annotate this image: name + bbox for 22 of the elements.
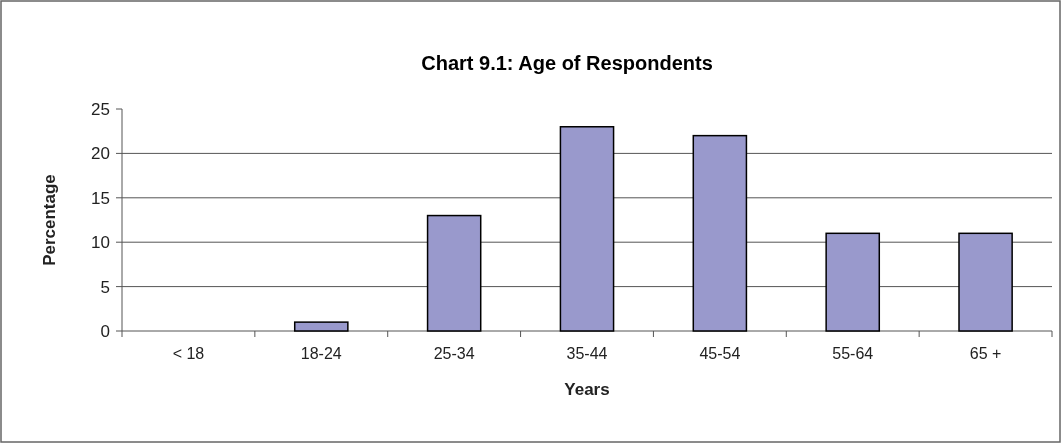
y-tick-label: 0 [100, 321, 110, 341]
bar [426, 214, 482, 332]
y-axis-title: Percentage [40, 174, 59, 266]
chart-title: Chart 9.1: Age of Respondents [421, 52, 713, 74]
bar [692, 134, 748, 332]
x-tick-label: 35-44 [566, 345, 608, 362]
y-tick-label: 10 [91, 233, 110, 253]
x-axis-title: Years [564, 380, 610, 399]
bar [559, 126, 615, 332]
x-tick-label: < 18 [172, 345, 205, 362]
y-tick-label: 15 [91, 188, 110, 208]
x-tick-label: 18-24 [300, 345, 342, 362]
x-tick-label: 55-64 [832, 345, 874, 362]
y-tick-label: 20 [91, 144, 110, 164]
x-tick-label: 65 + [969, 345, 1002, 362]
x-tick-label: 25-34 [433, 345, 475, 362]
y-tick-label: 25 [91, 99, 110, 119]
bar [958, 232, 1013, 332]
x-tick-label: 45-54 [699, 345, 741, 362]
bar [293, 321, 349, 332]
y-tick-label: 5 [100, 277, 110, 297]
bar [825, 232, 881, 332]
